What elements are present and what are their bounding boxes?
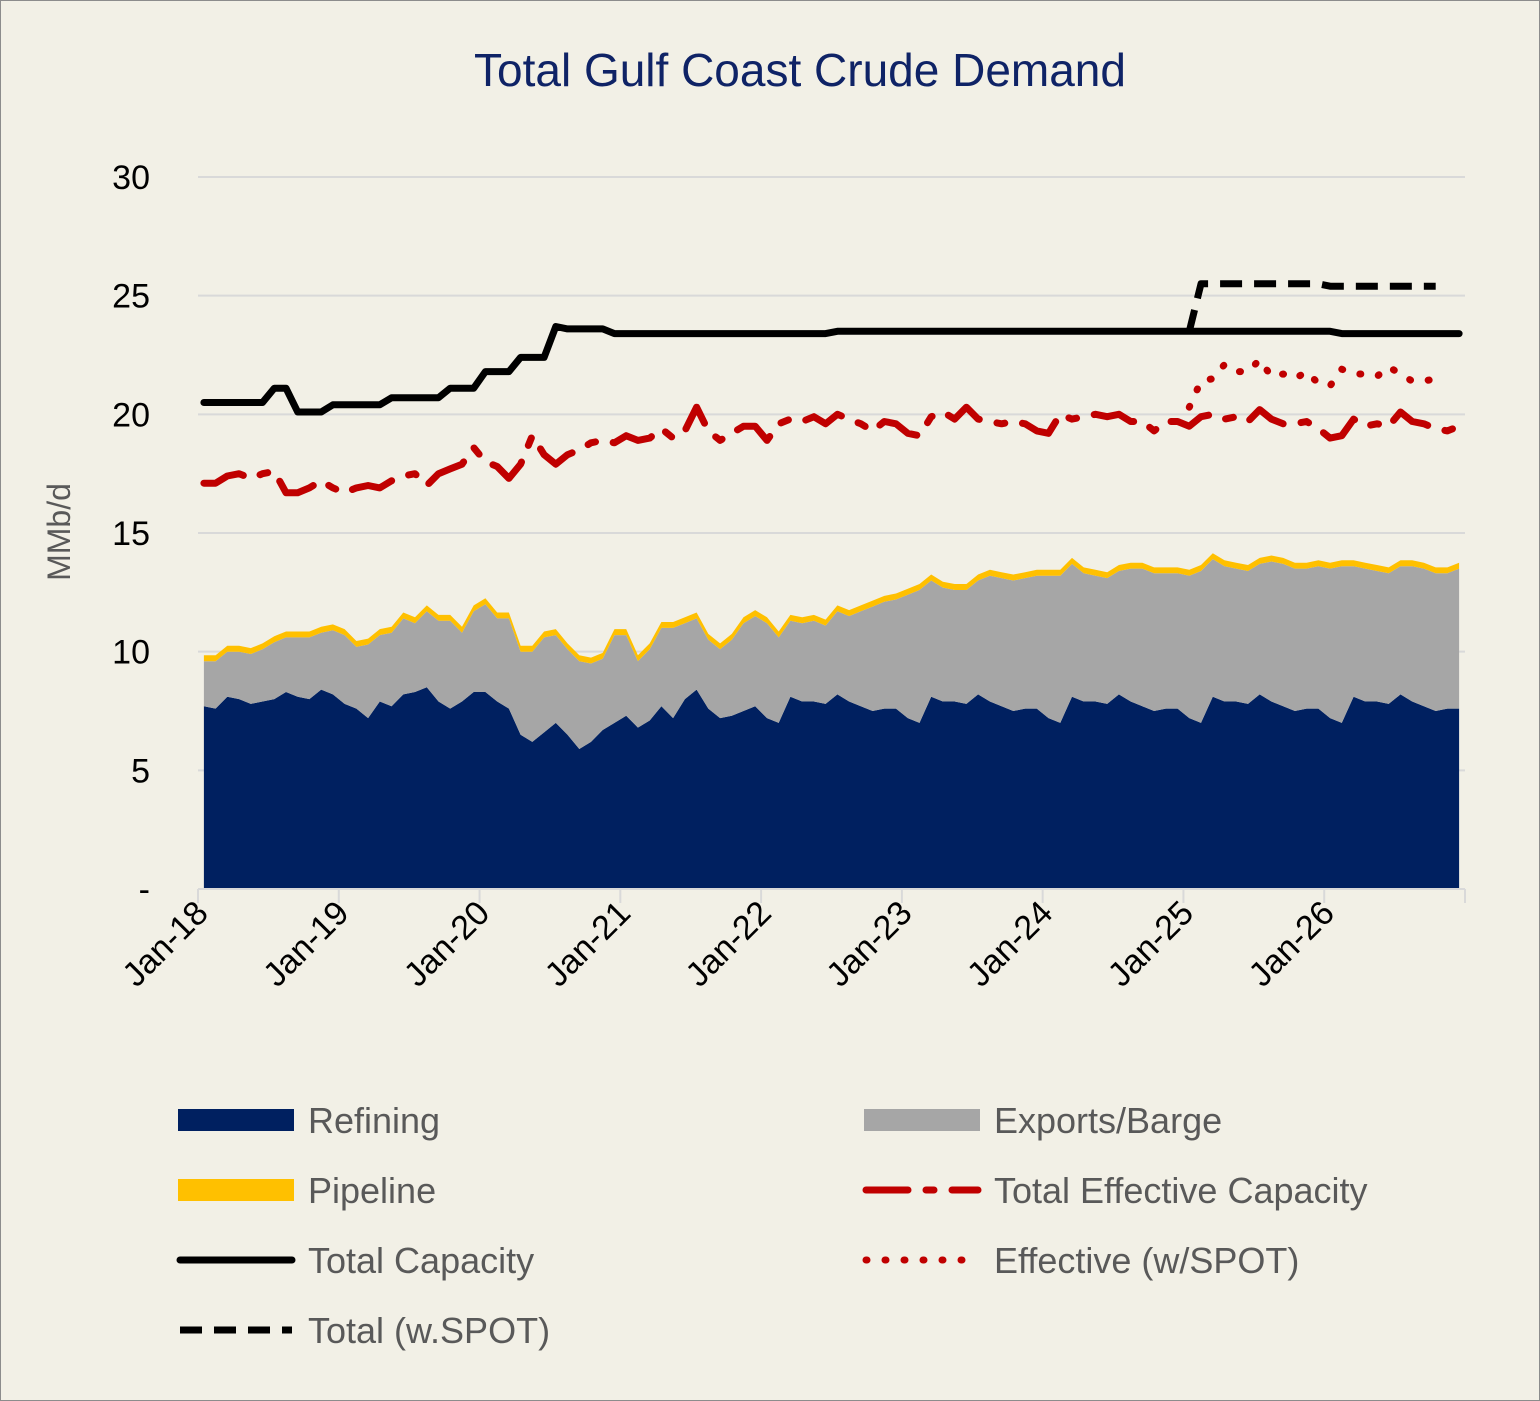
legend-label-refining: Refining	[308, 1100, 440, 1141]
legend-label-total-effective-capacity: Total Effective Capacity	[994, 1170, 1368, 1211]
y-tick-label: 25	[112, 278, 150, 316]
x-tick-label: Jan-21	[538, 894, 638, 994]
chart-title: Total Gulf Coast Crude Demand	[474, 44, 1126, 96]
y-tick-label: 5	[131, 752, 150, 790]
legend-label-total-w-spot-: Total (w.SPOT)	[308, 1310, 550, 1351]
line-total-w-spot-	[1185, 280, 1436, 333]
stacked-areas	[203, 553, 1460, 889]
line-total-capacity	[200, 323, 1463, 416]
x-tick-label: Jan-26	[1241, 894, 1341, 994]
legend-label-pipeline: Pipeline	[308, 1170, 436, 1211]
legend-label-effective-w-spot-: Effective (w/SPOT)	[994, 1240, 1299, 1281]
y-tick-label: -	[139, 871, 150, 909]
y-tick-labels: - 5 10 15 20 25 30	[112, 159, 150, 909]
legend-swatch-exports-barge	[864, 1109, 980, 1131]
x-tick-label: Jan-20	[397, 894, 497, 994]
x-tick-label: Jan-18	[115, 894, 215, 994]
line-total-effective-capacity	[200, 403, 1463, 497]
line-effective-w-spot-	[1185, 356, 1440, 411]
legend-swatch-pipeline	[178, 1179, 294, 1201]
legend-swatch-refining	[178, 1109, 294, 1131]
x-axis	[197, 888, 1466, 903]
x-tick-label: Jan-25	[1101, 894, 1201, 994]
y-tick-label: 20	[112, 396, 150, 434]
y-tick-label: 15	[112, 515, 150, 553]
area-refining	[203, 687, 1460, 889]
legend-label-exports-barge: Exports/Barge	[994, 1100, 1222, 1141]
series-lines	[200, 280, 1463, 497]
y-axis-label: MMb/d	[41, 483, 77, 581]
x-tick-label: Jan-19	[256, 894, 356, 994]
area-exports-barge	[203, 559, 1460, 749]
x-tick-label: Jan-24	[960, 894, 1060, 994]
legend: Refining Exports/Barge Pipeline Total Effec…	[176, 1100, 1368, 1351]
x-tick-label: Jan-22	[678, 894, 778, 994]
y-tick-label: 10	[112, 634, 150, 672]
x-tick-labels: Jan-18 Jan-19 Jan-20 Jan-21 Jan-22 Jan-23 Jan-…	[115, 894, 1342, 994]
y-tick-label: 30	[112, 159, 150, 197]
x-tick-label: Jan-23	[819, 894, 919, 994]
area-pipeline	[203, 553, 1460, 664]
legend-label-total-capacity: Total Capacity	[308, 1240, 534, 1281]
